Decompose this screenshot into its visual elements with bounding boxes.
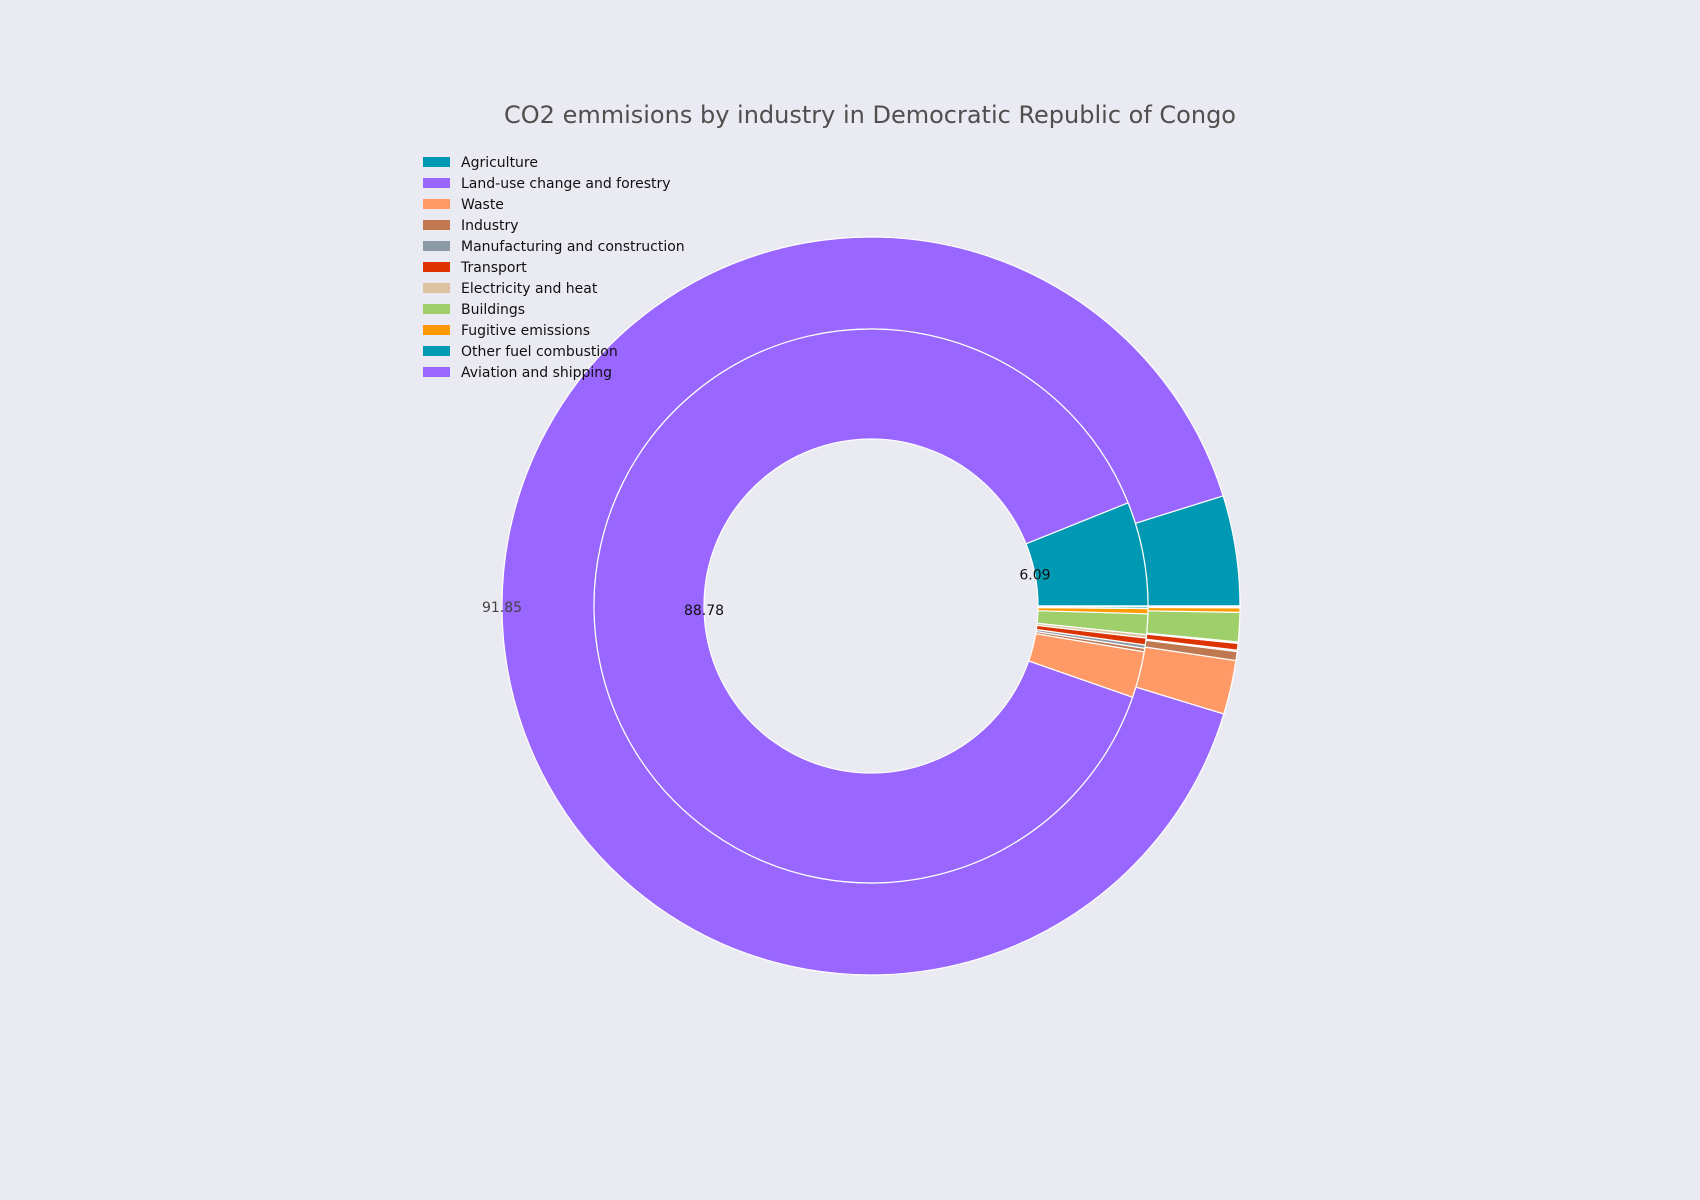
chart-rings bbox=[501, 236, 1241, 976]
chart-title: CO2 emmisions by industry in Democratic … bbox=[504, 101, 1236, 129]
legend-entry: Agriculture bbox=[461, 155, 538, 171]
legend-entry: Other fuel combustion bbox=[461, 344, 618, 360]
legend-entry: Manufacturing and construction bbox=[461, 239, 685, 255]
inner-slice-aviation-and-shipping bbox=[1037, 605, 1149, 608]
inner-value-label: 6.09 bbox=[1019, 567, 1050, 583]
legend-swatch bbox=[423, 199, 450, 209]
legend-entry: Aviation and shipping bbox=[461, 365, 612, 381]
legend-swatch bbox=[423, 304, 450, 314]
outer-slice-aviation-and-shipping bbox=[1147, 605, 1241, 608]
legend-entry: Waste bbox=[461, 197, 504, 213]
legend-entry: Fugitive emissions bbox=[461, 323, 590, 339]
chart-legend: Agriculture Land-use change and forestry W… bbox=[423, 155, 685, 381]
inner-value-label: 88.78 bbox=[684, 603, 724, 619]
legend-swatch bbox=[423, 283, 450, 293]
outer-value-label: 91.85 bbox=[482, 600, 522, 616]
legend-swatch bbox=[423, 178, 450, 188]
legend-swatch bbox=[423, 220, 450, 230]
legend-swatch bbox=[423, 346, 450, 356]
legend-swatch bbox=[423, 325, 450, 335]
legend-swatch bbox=[423, 157, 450, 167]
legend-entry: Electricity and heat bbox=[461, 281, 598, 297]
legend-entry: Buildings bbox=[461, 302, 525, 318]
legend-swatch bbox=[423, 262, 450, 272]
chart-value-labels: 91.85 6.09 88.78 bbox=[482, 567, 1051, 619]
legend-entry: Transport bbox=[460, 260, 527, 276]
legend-swatch bbox=[423, 367, 450, 377]
legend-entry: Land-use change and forestry bbox=[461, 176, 671, 192]
inner-slice-land-use-change-and-forestry bbox=[593, 328, 1134, 884]
legend-entry: Industry bbox=[461, 218, 519, 234]
legend-swatch bbox=[423, 241, 450, 251]
